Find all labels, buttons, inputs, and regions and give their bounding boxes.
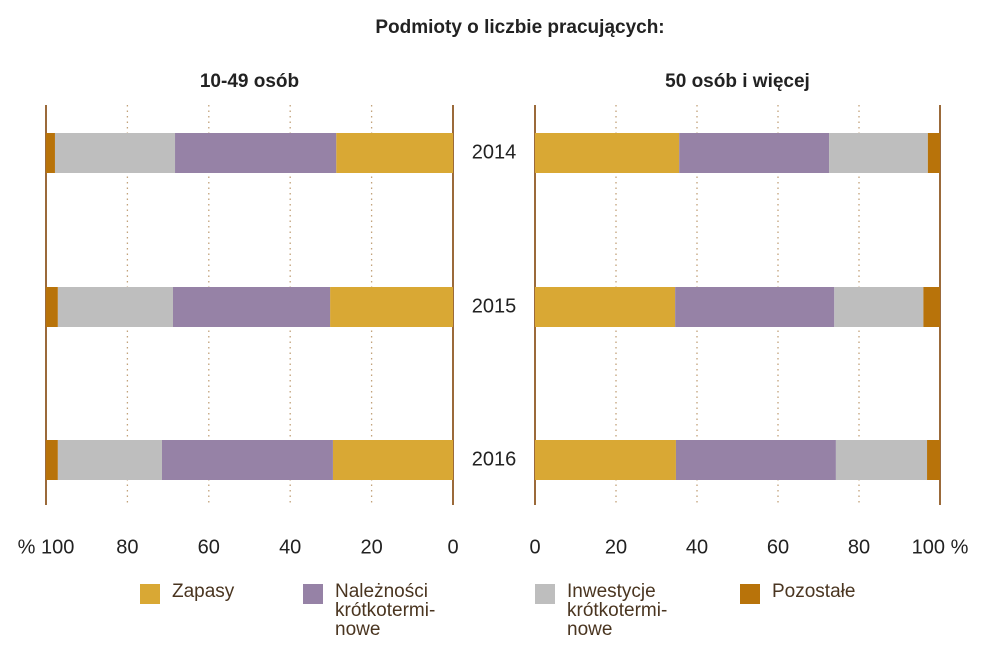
legend: Zapasy Należności krótkotermi- nowe Inwest… — [0, 582, 989, 650]
bar-segment: Należności krótkotermi- nowe — [675, 440, 836, 480]
bar-group: 2015ZapasyNależności krótkotermi- noweIn… — [535, 287, 940, 327]
bar-segment: Pozostałe — [46, 133, 55, 173]
category-label: 2016 — [472, 448, 517, 470]
x-tick-label: 0 — [447, 536, 458, 558]
bar-segment: Zapasy — [535, 287, 676, 327]
bar-segment: Należności krótkotermi- nowe — [675, 287, 835, 327]
legend-label: Zapasy — [172, 581, 235, 602]
legend-label: Inwestycje krótkotermi- nowe — [567, 581, 668, 640]
bar-segment: Zapasy — [535, 133, 680, 173]
bar-segment: Inwestycje krótkotermi- nowe — [829, 133, 928, 173]
category-label: 2015 — [472, 295, 517, 317]
bar-group: 2015ZapasyNależności krótkotermi- noweIn… — [46, 287, 453, 327]
x-tick-label: 40 — [686, 536, 708, 558]
bar-segment: Pozostałe — [46, 440, 58, 480]
bar-segment: Zapasy — [535, 440, 676, 480]
bar-segment: Pozostałe — [923, 287, 940, 327]
legend-item: Pozostałe — [740, 582, 855, 604]
x-tick-label: 60 — [767, 536, 789, 558]
chart-title: Podmioty o liczbie pracujących: — [375, 17, 664, 38]
bar-segment: Pozostałe — [46, 287, 58, 327]
legend-swatch — [740, 584, 760, 604]
x-tick-label: 0 — [529, 536, 540, 558]
x-tick-label: 80 — [116, 536, 138, 558]
bar-group: 2014ZapasyNależności krótkotermi- noweIn… — [535, 133, 940, 173]
bar-segment: Należności krótkotermi- nowe — [175, 133, 337, 173]
bar-segment: Zapasy — [330, 287, 453, 327]
bar-segment: Zapasy — [332, 440, 453, 480]
legend-label: Należności krótkotermi- nowe — [335, 581, 436, 640]
bar-segment: Pozostałe — [927, 440, 940, 480]
bar-segment: Inwestycje krótkotermi- nowe — [57, 287, 173, 327]
chart: Podmioty o liczbie pracujących: 10-49 os… — [18, 17, 969, 558]
x-tick-label: 20 — [360, 536, 382, 558]
bar-segment: Inwestycje krótkotermi- nowe — [834, 287, 924, 327]
bar-segment: Inwestycje krótkotermi- nowe — [57, 440, 162, 480]
bar-segment: Należności krótkotermi- nowe — [679, 133, 830, 173]
legend-item: Należności krótkotermi- nowe — [303, 582, 435, 639]
x-tick-label: 100 % — [912, 536, 969, 558]
panel-title: 50 osób i więcej — [665, 71, 810, 92]
legend-label: Pozostałe — [772, 581, 856, 602]
legend-item: Zapasy — [140, 582, 234, 604]
legend-swatch — [535, 584, 555, 604]
x-tick-label: % 100 — [18, 536, 75, 558]
bar-segment: Należności krótkotermi- nowe — [161, 440, 333, 480]
bar-segment: Zapasy — [336, 133, 453, 173]
bar-segment: Inwestycje krótkotermi- nowe — [54, 133, 176, 173]
x-tick-label: 80 — [848, 536, 870, 558]
bar-segment: Inwestycje krótkotermi- nowe — [835, 440, 928, 480]
category-label: 2014 — [472, 141, 517, 163]
legend-swatch — [140, 584, 160, 604]
panel-title: 10-49 osób — [200, 71, 299, 92]
bar-group: 2014ZapasyNależności krótkotermi- noweIn… — [46, 133, 453, 173]
legend-swatch — [303, 584, 323, 604]
legend-item: Inwestycje krótkotermi- nowe — [535, 582, 667, 639]
x-tick-label: 20 — [605, 536, 627, 558]
x-tick-label: 60 — [198, 536, 220, 558]
x-tick-label: 40 — [279, 536, 301, 558]
bar-segment: Pozostałe — [927, 133, 940, 173]
bar-segment: Należności krótkotermi- nowe — [172, 287, 331, 327]
